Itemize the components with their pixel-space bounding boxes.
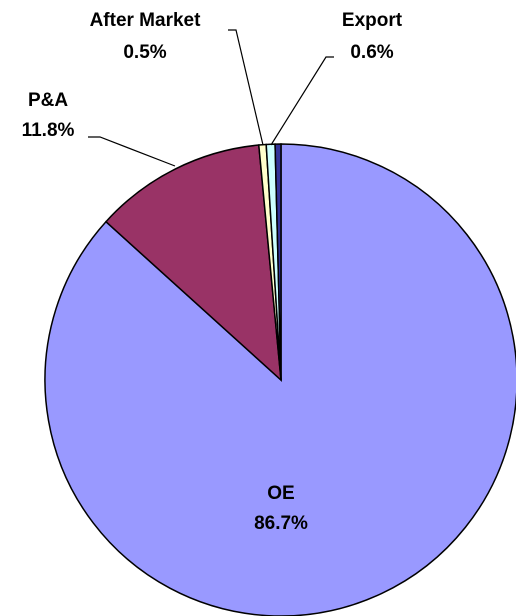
value-label: 86.7% <box>254 513 308 534</box>
value-label: 0.6% <box>350 42 393 63</box>
value-label: 0.5% <box>123 42 166 63</box>
leader-line <box>270 56 334 146</box>
slice-label: Export <box>342 10 403 31</box>
value-label: 11.8% <box>22 120 75 141</box>
slice-label: P&A <box>28 90 68 111</box>
pie-slice <box>104 144 282 382</box>
leader-line <box>88 136 176 167</box>
slice-label: OE <box>267 483 294 504</box>
leader-line <box>228 29 264 146</box>
pie-slice <box>274 143 282 381</box>
slice-label: After Market <box>90 10 202 31</box>
